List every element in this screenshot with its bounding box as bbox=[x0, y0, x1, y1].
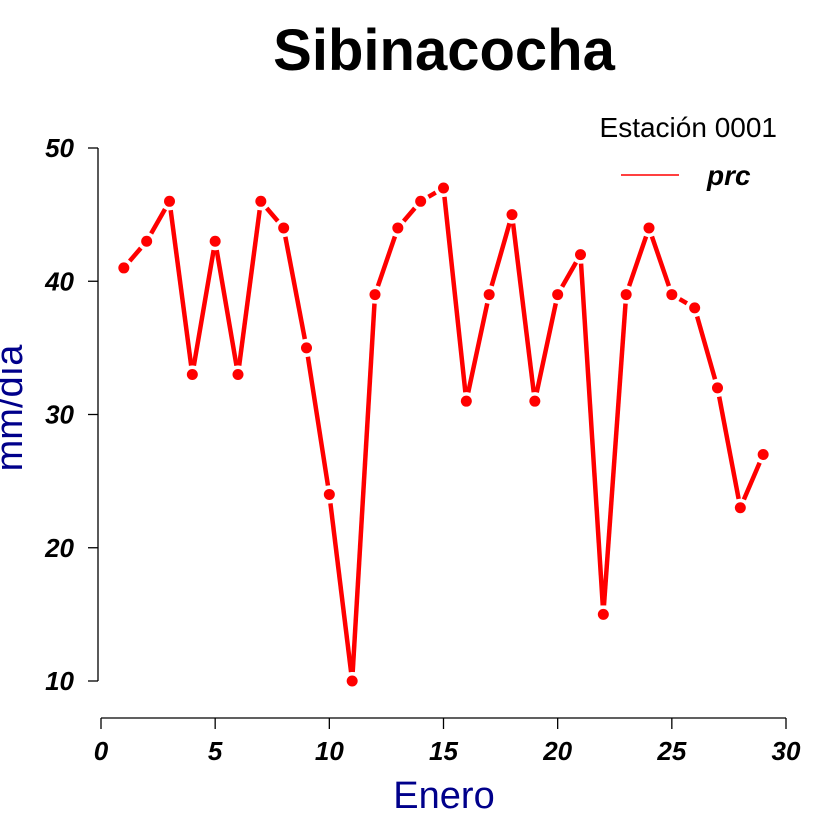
line-segment-prc-2 bbox=[149, 207, 167, 235]
data-point-prc-5 bbox=[209, 235, 221, 247]
line-segment-prc-24 bbox=[649, 235, 672, 287]
data-point-prc-3 bbox=[164, 195, 175, 207]
data-point-prc-17 bbox=[483, 289, 495, 301]
data-point-prc-1 bbox=[118, 262, 130, 274]
data-point-prc-10 bbox=[323, 488, 335, 500]
line-segment-prc-27 bbox=[716, 396, 741, 500]
data-point-prc-13 bbox=[392, 222, 404, 234]
line-segment-prc-12 bbox=[375, 235, 398, 287]
data-point-prc-2 bbox=[141, 235, 153, 247]
y-tick-label-30: 30 bbox=[45, 400, 74, 430]
x-tick-label-15: 15 bbox=[429, 736, 458, 766]
data-point-prc-21 bbox=[575, 249, 586, 261]
x-tick-label-0: 0 bbox=[94, 736, 109, 766]
data-point-prc-11 bbox=[346, 675, 358, 687]
data-point-prc-29 bbox=[757, 448, 769, 460]
line-segment-prc-23 bbox=[626, 235, 649, 287]
x-axis: 0 5 10 15 20 25 30 bbox=[94, 717, 801, 766]
line-segment-prc-20 bbox=[560, 261, 578, 288]
x-axis-title: Enero bbox=[393, 775, 494, 817]
data-point-prc-15 bbox=[438, 182, 449, 194]
line-segment-prc-16 bbox=[466, 302, 490, 393]
data-point-prc-22 bbox=[597, 608, 609, 620]
y-axis-title: mm/día bbox=[0, 344, 31, 472]
line-segment-prc-11 bbox=[350, 303, 377, 673]
y-tick-label-40: 40 bbox=[44, 266, 74, 296]
series-lines bbox=[127, 190, 762, 673]
line-segment-prc-19 bbox=[534, 302, 558, 393]
line-segment-prc-7 bbox=[264, 206, 280, 223]
line-segment-prc-6 bbox=[236, 209, 262, 366]
legend: Estación 0001 prc bbox=[600, 112, 777, 191]
x-tick-label-25: 25 bbox=[656, 736, 686, 766]
series-points bbox=[118, 182, 769, 687]
data-point-prc-19 bbox=[529, 395, 541, 407]
data-point-prc-7 bbox=[255, 195, 267, 207]
line-segment-prc-18 bbox=[510, 223, 536, 393]
data-point-prc-4 bbox=[186, 369, 198, 381]
line-segment-prc-14 bbox=[427, 190, 437, 199]
y-tick-label-50: 50 bbox=[45, 133, 74, 163]
data-point-prc-9 bbox=[301, 342, 312, 354]
y-tick-label-20: 20 bbox=[44, 533, 74, 563]
line-segment-prc-13 bbox=[401, 206, 417, 223]
data-point-prc-14 bbox=[415, 195, 427, 207]
data-point-prc-27 bbox=[712, 382, 723, 394]
legend-title: Estación 0001 bbox=[600, 112, 777, 143]
y-axis: 10 20 30 40 50 bbox=[44, 133, 99, 696]
line-segment-prc-15 bbox=[442, 196, 468, 393]
data-point-prc-12 bbox=[369, 289, 381, 301]
data-point-prc-16 bbox=[460, 395, 472, 407]
line-segment-prc-8 bbox=[283, 236, 308, 340]
line-segment-prc-4 bbox=[191, 249, 216, 367]
data-point-prc-20 bbox=[552, 289, 564, 301]
line-segment-prc-28 bbox=[741, 461, 762, 501]
line-segment-prc-3 bbox=[168, 209, 194, 366]
data-point-prc-8 bbox=[278, 222, 290, 234]
data-point-prc-23 bbox=[620, 289, 632, 301]
legend-label-prc: prc bbox=[706, 160, 751, 191]
data-point-prc-25 bbox=[666, 289, 678, 301]
line-segment-prc-25 bbox=[678, 297, 689, 306]
chart-title: Sibinacocha bbox=[273, 18, 615, 83]
y-tick-label-10: 10 bbox=[45, 666, 74, 696]
line-segment-prc-5 bbox=[214, 249, 239, 367]
line-segment-prc-21 bbox=[578, 263, 606, 606]
x-tick-label-10: 10 bbox=[315, 736, 344, 766]
data-point-prc-26 bbox=[689, 302, 701, 314]
data-point-prc-28 bbox=[734, 502, 746, 514]
x-tick-label-30: 30 bbox=[772, 736, 801, 766]
x-tick-label-5: 5 bbox=[208, 736, 223, 766]
line-segment-prc-17 bbox=[489, 222, 512, 287]
line-segment-prc-1 bbox=[127, 246, 143, 263]
data-point-prc-6 bbox=[232, 369, 244, 381]
line-segment-prc-10 bbox=[328, 503, 354, 673]
line-segment-prc-9 bbox=[305, 356, 331, 486]
x-tick-label-20: 20 bbox=[542, 736, 572, 766]
data-point-prc-18 bbox=[506, 209, 518, 221]
data-point-prc-24 bbox=[643, 222, 655, 234]
line-segment-prc-26 bbox=[694, 315, 718, 380]
line-segment-prc-22 bbox=[601, 303, 628, 606]
